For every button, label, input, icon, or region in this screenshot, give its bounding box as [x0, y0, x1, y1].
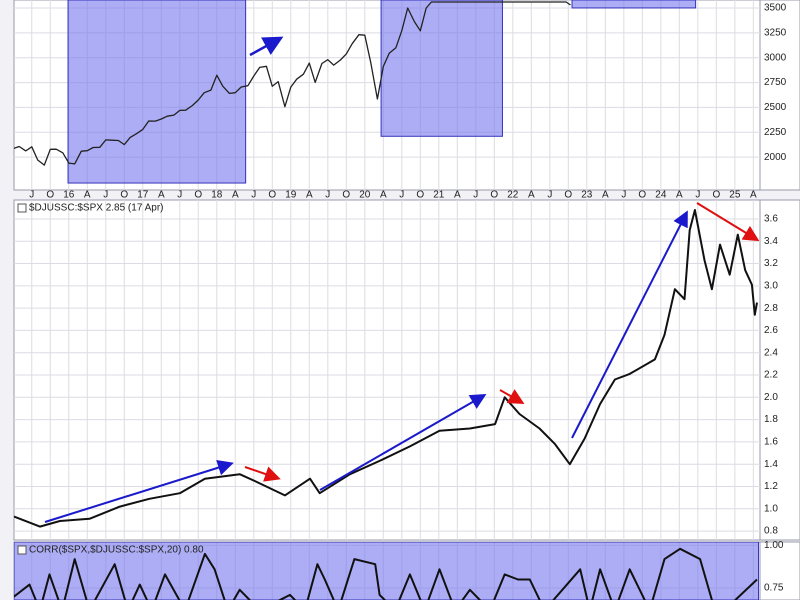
y-tick-label: 1.6: [764, 437, 778, 448]
y-tick-label: 2000: [764, 152, 787, 163]
x-tick-label: 24: [655, 190, 667, 201]
panel: 0.75 1.00 CORR($SPX,$DJUSSC:$SPX,20) 0.80: [13, 540, 800, 600]
x-tick-label: A: [158, 190, 165, 201]
y-tick-label: 3.4: [764, 236, 778, 247]
plot: [14, 542, 760, 600]
plot: [14, 0, 760, 190]
plot: [14, 200, 760, 540]
data-line: [14, 547, 758, 600]
axis-area: [759, 541, 800, 600]
x-tick-label: J: [695, 190, 700, 201]
y-tick-label: 1.2: [764, 481, 778, 492]
y-tick-label: 3000: [764, 52, 787, 63]
y-tick-label: 3.2: [764, 258, 778, 269]
x-tick-label: 20: [359, 190, 371, 201]
y-tick-label: 0.75: [764, 583, 784, 594]
x-tick-label: O: [268, 190, 276, 201]
x-tick-label: O: [564, 190, 572, 201]
legend-swatch: [17, 203, 27, 213]
x-tick-label: 21: [433, 190, 445, 201]
x-tick-label: O: [416, 190, 424, 201]
x-tick-label: J: [103, 190, 108, 201]
x-tick-label: J: [251, 190, 256, 201]
arrow: [319, 394, 487, 491]
x-tick-label: O: [490, 190, 498, 201]
arrow: [244, 466, 281, 482]
arrow: [249, 36, 284, 57]
y-tick-label: 2500: [764, 102, 787, 113]
panel-title: $DJUSSC:$SPX 2.85 (17 Apr): [29, 203, 164, 214]
x-tick-label: 25: [729, 190, 741, 201]
y-tick-label: 1.00: [764, 540, 784, 551]
panel: 2000 2250 2500 2750 3000 3250 3500: [13, 0, 800, 191]
x-tick-label: A: [528, 190, 535, 201]
x-tick-label: A: [602, 190, 609, 201]
y-tick-label: 2.4: [764, 347, 778, 358]
x-tick-label: O: [638, 190, 646, 201]
highlight-band: [67, 0, 247, 184]
x-tick-label: A: [380, 190, 387, 201]
y-tick-label: 2.6: [764, 325, 778, 336]
x-tick-label: J: [547, 190, 552, 201]
y-tick-label: 2250: [764, 127, 787, 138]
data-line: [14, 1, 571, 166]
y-tick-label: 3.6: [764, 214, 778, 225]
arrow: [499, 389, 525, 404]
arrow: [44, 459, 234, 523]
panel-title: CORR($SPX,$DJUSSC:$SPX,20) 0.80: [29, 545, 204, 556]
x-tick-label: A: [750, 190, 757, 201]
y-tick-label: 1.8: [764, 414, 778, 425]
x-tick-label: A: [306, 190, 313, 201]
x-tick-label: A: [676, 190, 683, 201]
y-tick-label: 3250: [764, 27, 787, 38]
x-tick-label: J: [621, 190, 626, 201]
y-tick-label: 1.4: [764, 459, 778, 470]
x-tick-label: 18: [211, 190, 223, 201]
x-tick-label: J: [177, 190, 182, 201]
x-tick-label: A: [454, 190, 461, 201]
plot-area: [13, 199, 761, 541]
x-tick-label: J: [473, 190, 478, 201]
y-tick-label: 2.8: [764, 303, 778, 314]
y-tick-label: 2750: [764, 77, 787, 88]
y-tick-label: 0.8: [764, 526, 778, 537]
x-tick-label: O: [194, 190, 202, 201]
x-tick-label: A: [232, 190, 239, 201]
y-tick-label: 3.0: [764, 280, 778, 291]
x-tick-label: O: [342, 190, 350, 201]
y-tick-label: 1.0: [764, 503, 778, 514]
panel: 0.8 1.0 1.2 1.4 1.6 1.8 2.0 2.2 2.4 2.6 2.8 3.0 3.2 3…: [13, 199, 800, 541]
axis-area: [759, 199, 800, 541]
x-tick-label: J: [399, 190, 404, 201]
y-tick-label: 2.2: [764, 370, 778, 381]
x-tick-label: A: [84, 190, 91, 201]
x-tick-label: J: [29, 190, 34, 201]
x-tick-label: 22: [507, 190, 519, 201]
panels: 2000 2250 2500 2750 3000 3250 3500 0.8 1.0 1.2 1.4…: [13, 0, 800, 600]
x-tick-label: 19: [285, 190, 297, 201]
axis-area: [759, 0, 800, 191]
x-tick-label: O: [120, 190, 128, 201]
y-tick-label: 2.0: [764, 392, 778, 403]
x-tick-label: 16: [63, 190, 75, 201]
highlight-band: [380, 0, 503, 137]
x-tick-label: O: [712, 190, 720, 201]
x-tick-label: 23: [581, 190, 593, 201]
arrow: [696, 202, 760, 242]
y-tick-label: 3500: [764, 3, 787, 14]
highlight-band: [571, 0, 697, 9]
data-line: [14, 209, 758, 528]
arrow: [571, 210, 688, 439]
annotations: [44, 36, 760, 523]
legend-swatch: [17, 545, 27, 555]
x-tick-label: O: [46, 190, 54, 201]
x-tick-label: J: [325, 190, 330, 201]
x-tick-label: 17: [137, 190, 149, 201]
